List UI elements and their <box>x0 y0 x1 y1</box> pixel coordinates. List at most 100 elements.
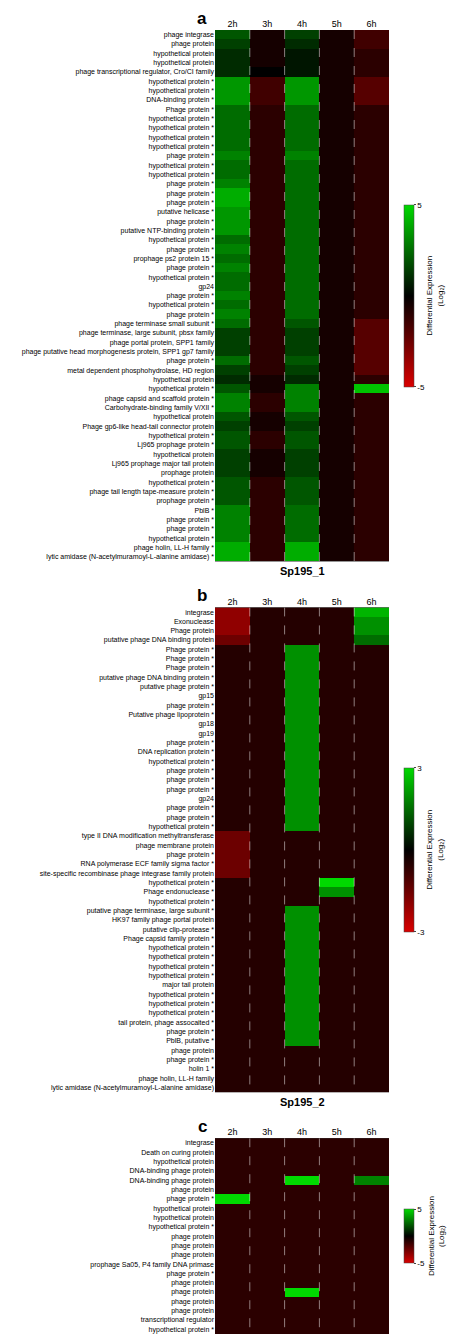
svg-text:phage protein *: phage protein * <box>167 1056 215 1064</box>
svg-text:DNA-binding protein *: DNA-binding protein * <box>146 96 214 104</box>
svg-text:phage tail length tape-measure: phage tail length tape-measure protein * <box>89 488 214 496</box>
svg-text:putative NTP-binding protein *: putative NTP-binding protein * <box>121 227 215 235</box>
svg-text:gp24: gp24 <box>198 283 214 291</box>
svg-text:phage protein *: phage protein * <box>167 739 215 747</box>
svg-text:Lj965 prophage protein *: Lj965 prophage protein * <box>137 441 214 449</box>
svg-text:phage protein: phage protein <box>171 1186 214 1194</box>
svg-text:hypothetical protein *: hypothetical protein * <box>149 944 215 952</box>
svg-text:phage protein *: phage protein * <box>167 804 215 812</box>
svg-text:gp15: gp15 <box>198 692 214 700</box>
svg-text:phage protein *: phage protein * <box>167 776 215 784</box>
svg-text:Phage protein *: Phage protein * <box>166 655 215 663</box>
svg-text:c: c <box>198 1117 207 1136</box>
svg-text:-5: -5 <box>417 1259 425 1268</box>
svg-text:6h: 6h <box>367 597 377 607</box>
svg-text:phage portal protein, SPP1 fam: phage portal protein, SPP1 family <box>110 339 215 347</box>
svg-text:type II DNA modification methy: type II DNA modification methyltransfera… <box>82 832 214 840</box>
svg-text:phage terminase small subunit: phage terminase small subunit * <box>114 320 214 328</box>
svg-text:phage protein *: phage protein * <box>167 218 215 226</box>
svg-text:phage protein *: phage protein * <box>167 767 215 775</box>
svg-text:hypothetical protein *: hypothetical protein * <box>149 1223 215 1231</box>
svg-text:Phage protein: Phage protein <box>170 627 214 635</box>
svg-text:phage transcriptional regulato: phage transcriptional regulator, Cro/CI … <box>75 68 214 76</box>
svg-text:hypothetical protein *: hypothetical protein * <box>149 963 215 971</box>
svg-text:RNA polymerase ECF family sigm: RNA polymerase ECF family sigma factor * <box>81 860 215 868</box>
svg-text:phage protein: phage protein <box>171 1279 214 1287</box>
svg-text:hypothetical protein *: hypothetical protein * <box>149 124 215 132</box>
svg-text:hypothetical protein: hypothetical protein <box>153 1205 214 1213</box>
svg-text:hypothetical protein *: hypothetical protein * <box>149 991 215 999</box>
svg-text:hypothetical protein *: hypothetical protein * <box>149 1009 215 1017</box>
svg-text:gp18: gp18 <box>198 720 214 728</box>
svg-text:phage putative head morphogene: phage putative head morphogenesis protei… <box>22 348 215 356</box>
svg-text:phage protein: phage protein <box>171 1047 214 1055</box>
svg-text:Sp195_2: Sp195_2 <box>280 1096 325 1108</box>
svg-text:lytic amidase (N-acetylmuramoy: lytic amidase (N-acetylmuramoyl-L-alanin… <box>51 1084 214 1092</box>
svg-text:phage protein *: phage protein * <box>167 152 215 160</box>
svg-text:phage capsid and scaffold prot: phage capsid and scaffold protein * <box>105 395 215 403</box>
svg-text:putative phage protein *: putative phage protein * <box>140 683 214 691</box>
svg-text:hypothetical protein *: hypothetical protein * <box>149 78 215 86</box>
svg-text:integrase: integrase <box>185 609 214 617</box>
svg-text:-5: -5 <box>417 383 425 392</box>
svg-text:hypothetical protein *: hypothetical protein * <box>149 823 215 831</box>
svg-text:phage integrase: phage integrase <box>164 31 214 39</box>
svg-text:hypothetical protein *: hypothetical protein * <box>149 1326 215 1334</box>
svg-text:hypothetical protein *: hypothetical protein * <box>149 301 215 309</box>
svg-text:hypothetical protein *: hypothetical protein * <box>149 134 215 142</box>
svg-text:hypothetical protein: hypothetical protein <box>153 50 214 58</box>
svg-text:putative phage DNA binding pro: putative phage DNA binding protein <box>104 636 214 644</box>
svg-text:phage protein: phage protein <box>171 1298 214 1306</box>
svg-text:5h: 5h <box>332 19 342 29</box>
svg-text:phage protein *: phage protein * <box>167 1270 215 1278</box>
svg-text:hypothetical protein *: hypothetical protein * <box>149 535 215 543</box>
svg-text:hypothetical protein *: hypothetical protein * <box>149 274 215 282</box>
svg-text:phage holin, LL-H family *: phage holin, LL-H family * <box>134 544 214 552</box>
svg-text:hypothetical protein *: hypothetical protein * <box>149 171 215 179</box>
svg-text:5: 5 <box>417 201 422 210</box>
svg-text:Phage endonuclease *: Phage endonuclease * <box>144 888 215 896</box>
svg-text:2h: 2h <box>227 1127 237 1137</box>
svg-text:hypothetical protein *: hypothetical protein * <box>149 972 215 980</box>
svg-text:3: 3 <box>417 764 422 773</box>
svg-text:hypothetical protein *: hypothetical protein * <box>149 898 215 906</box>
svg-text:PblB, putative *: PblB, putative * <box>166 1037 214 1045</box>
svg-text:hypothetical protein *: hypothetical protein * <box>149 758 215 766</box>
svg-text:hypothetical protein: hypothetical protein <box>153 413 214 421</box>
svg-text:prophage protein *: prophage protein * <box>156 497 214 505</box>
svg-text:4h: 4h <box>297 19 307 29</box>
svg-text:Death on curing protein: Death on curing protein <box>141 1149 214 1157</box>
svg-text:phage protein *: phage protein * <box>167 357 215 365</box>
svg-text:PblB *: PblB * <box>195 507 215 514</box>
svg-text:hypothetical protein *: hypothetical protein * <box>149 143 215 151</box>
svg-text:hypothetical protein: hypothetical protein <box>153 1158 214 1166</box>
svg-text:phage protein *: phage protein * <box>167 516 215 524</box>
svg-text:major tail protein: major tail protein <box>162 981 214 989</box>
svg-text:-3: -3 <box>417 928 425 937</box>
svg-text:prophage Sa05, P4 family DNA p: prophage Sa05, P4 family DNA primase <box>90 1261 214 1269</box>
svg-text:phage protein *: phage protein * <box>167 190 215 198</box>
svg-text:putative clip-protease *: putative clip-protease * <box>143 926 214 934</box>
svg-text:hypothetical protein *: hypothetical protein * <box>149 1000 215 1008</box>
svg-text:transcriptional regulator: transcriptional regulator <box>141 1316 215 1324</box>
svg-text:phage protein *: phage protein * <box>167 851 215 859</box>
svg-text:hypothetical protein *: hypothetical protein * <box>149 953 215 961</box>
svg-text:5h: 5h <box>332 1127 342 1137</box>
svg-text:2h: 2h <box>227 19 237 29</box>
svg-text:phage protein *: phage protein * <box>167 264 215 272</box>
svg-text:3h: 3h <box>262 597 272 607</box>
svg-text:putative phage terminase, larg: putative phage terminase, large subunit … <box>87 907 215 915</box>
svg-text:Phage gp6-like head-tail conne: Phage gp6-like head-tail connector prote… <box>82 423 214 431</box>
svg-text:phage holin, LL-H family: phage holin, LL-H family <box>139 1075 215 1083</box>
svg-text:hypothetical protein *: hypothetical protein * <box>149 385 215 393</box>
svg-text:Carbohydrate-binding family V/: Carbohydrate-binding family V/XII * <box>105 404 215 412</box>
svg-text:tail protein, phage assocaited: tail protein, phage assocaited * <box>118 1019 214 1027</box>
svg-text:hypothetical protein *: hypothetical protein * <box>149 87 215 95</box>
svg-text:DNA-binding phage protein: DNA-binding phage protein <box>130 1167 215 1175</box>
svg-text:gp24: gp24 <box>198 795 214 803</box>
svg-text:phage protein *: phage protein * <box>167 814 215 822</box>
svg-text:putative helicase *: putative helicase * <box>157 208 214 216</box>
svg-text:phage membrane protein: phage membrane protein <box>136 842 214 850</box>
svg-text:3h: 3h <box>262 1127 272 1137</box>
svg-text:2h: 2h <box>227 597 237 607</box>
